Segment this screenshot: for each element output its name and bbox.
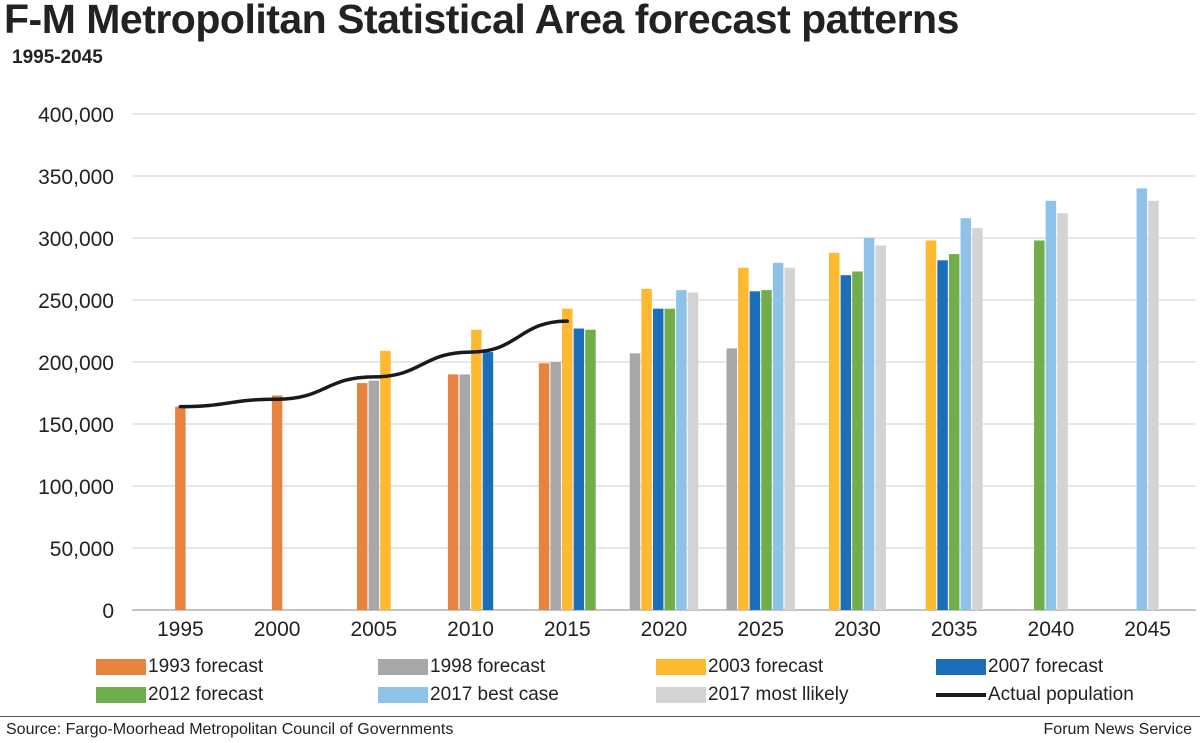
legend-item-actual-population: Actual population <box>936 682 1134 708</box>
x-tick-label: 2020 <box>641 618 688 641</box>
x-tick-label: 2000 <box>254 618 301 641</box>
x-tick-label: 2005 <box>350 618 397 641</box>
bar-2007-forecast-2035 <box>937 260 948 610</box>
bar-2017-most-llikely-2020 <box>687 292 699 610</box>
legend-swatch-2007-forecast <box>936 659 986 675</box>
legend-item-1998-forecast: 1998 forecast <box>378 654 545 680</box>
y-tick-label: 0 <box>102 600 114 623</box>
bar-1993-forecast-1995 <box>175 406 186 610</box>
x-tick-label: 2035 <box>931 618 978 641</box>
bar-1998-forecast-2005 <box>368 380 380 610</box>
bar-2017-best-case-2040 <box>1045 200 1057 611</box>
legend-label-1993-forecast: 1993 forecast <box>148 656 264 677</box>
bar-2017-most-llikely-2035 <box>972 228 983 610</box>
legend-item-2017-best-case: 2017 best case <box>378 682 559 708</box>
bar-2017-most-llikely-2045 <box>1148 200 1159 611</box>
legend-label-2003-forecast: 2003 forecast <box>708 656 824 677</box>
y-tick-label: 300,000 <box>38 228 114 251</box>
bar-1993-forecast-2000 <box>271 395 283 610</box>
credit-note: Forum News Service <box>1043 721 1192 738</box>
y-tick-label: 350,000 <box>38 166 114 189</box>
chart-title: F-M Metropolitan Statistical Area foreca… <box>4 0 959 42</box>
x-tick-label: 2040 <box>1028 618 1075 641</box>
legend-swatch-1998-forecast <box>378 659 428 675</box>
legend-label-2017-best-case: 2017 best case <box>430 684 559 705</box>
bar-2003-forecast-2010 <box>471 329 482 610</box>
bar-2017-best-case-2025 <box>772 262 784 610</box>
legend-item-2003-forecast: 2003 forecast <box>656 654 823 680</box>
legend-label-2012-forecast: 2012 forecast <box>148 684 264 705</box>
bar-2012-forecast-2015 <box>585 329 596 610</box>
bar-1998-forecast-2020 <box>629 353 641 610</box>
bar-1993-forecast-2015 <box>538 363 550 610</box>
legend-label-actual-population: Actual population <box>988 684 1134 705</box>
x-tick-label: 2015 <box>544 618 591 641</box>
bar-1993-forecast-2005 <box>356 383 368 610</box>
bar-2003-forecast-2030 <box>829 252 840 610</box>
bar-2003-forecast-2015 <box>562 308 573 610</box>
x-tick-label: 2030 <box>834 618 881 641</box>
bar-2003-forecast-2035 <box>925 240 937 611</box>
y-tick-label: 200,000 <box>38 352 114 375</box>
legend-item-2007-forecast: 2007 forecast <box>936 654 1103 680</box>
legend-swatch-1993-forecast <box>96 659 146 675</box>
x-tick-label: 2010 <box>447 618 494 641</box>
legend-item-2017-most-likely: 2017 most llikely <box>656 682 848 708</box>
legend-swatch-2003-forecast <box>656 659 706 675</box>
bar-2012-forecast-2030 <box>852 271 863 610</box>
bar-2017-best-case-2045 <box>1136 188 1148 610</box>
bar-1993-forecast-2010 <box>447 374 459 610</box>
bar-2017-best-case-2035 <box>960 218 972 610</box>
bar-1998-forecast-2015 <box>550 362 561 610</box>
bar-2012-forecast-2035 <box>948 254 960 610</box>
legend-item-1993-forecast: 1993 forecast <box>96 654 263 680</box>
x-tick-label: 2025 <box>737 618 784 641</box>
bar-2003-forecast-2005 <box>380 350 391 610</box>
legend-label-2017-most-likely: 2017 most llikely <box>708 684 849 705</box>
legend-label-1998-forecast: 1998 forecast <box>430 656 546 677</box>
bar-2012-forecast-2020 <box>664 308 676 610</box>
legend-item-2012-forecast: 2012 forecast <box>96 682 263 708</box>
chart-legend: 1993 forecast 1998 forecast 2003 forecas… <box>96 654 1196 710</box>
bar-2017-most-llikely-2030 <box>875 245 886 610</box>
line-actual-population <box>178 319 570 409</box>
y-tick-label: 150,000 <box>38 414 114 437</box>
legend-swatch-actual-population <box>936 693 986 697</box>
footer-divider <box>0 716 1200 717</box>
bar-1998-forecast-2025 <box>726 348 737 610</box>
bar-2007-forecast-2020 <box>652 308 664 610</box>
legend-swatch-2017-best-case <box>378 687 428 703</box>
bar-2007-forecast-2015 <box>573 328 585 610</box>
legend-swatch-2017-most-likely <box>656 687 706 703</box>
bar-2003-forecast-2020 <box>641 288 652 610</box>
bar-2007-forecast-2025 <box>749 291 761 610</box>
bar-1998-forecast-2010 <box>459 374 470 610</box>
bar-2012-forecast-2025 <box>761 290 772 610</box>
y-tick-label: 50,000 <box>50 538 114 561</box>
source-note: Source: Fargo-Moorhead Metropolitan Coun… <box>6 721 454 738</box>
bar-2017-best-case-2020 <box>676 290 687 610</box>
bar-2012-forecast-2040 <box>1034 240 1045 611</box>
y-tick-label: 400,000 <box>38 104 114 127</box>
y-tick-label: 100,000 <box>38 476 114 499</box>
chart-plot: 0 50,000 100,000 150,000 200,000 250,000 300,0… <box>38 104 1196 641</box>
chart-subtitle: 1995-2045 <box>12 47 103 68</box>
x-tick-label: 2045 <box>1124 618 1171 641</box>
y-tick-label: 250,000 <box>38 290 114 313</box>
bar-2017-most-llikely-2025 <box>784 267 795 610</box>
legend-swatch-2012-forecast <box>96 687 146 703</box>
bar-2007-forecast-2030 <box>840 275 852 610</box>
x-tick-label: 1995 <box>157 618 204 641</box>
bar-2017-most-llikely-2040 <box>1057 213 1068 610</box>
bar-2003-forecast-2025 <box>738 267 749 610</box>
bar-2007-forecast-2010 <box>482 352 494 610</box>
bar-2017-best-case-2030 <box>863 238 875 610</box>
legend-label-2007-forecast: 2007 forecast <box>988 656 1104 677</box>
